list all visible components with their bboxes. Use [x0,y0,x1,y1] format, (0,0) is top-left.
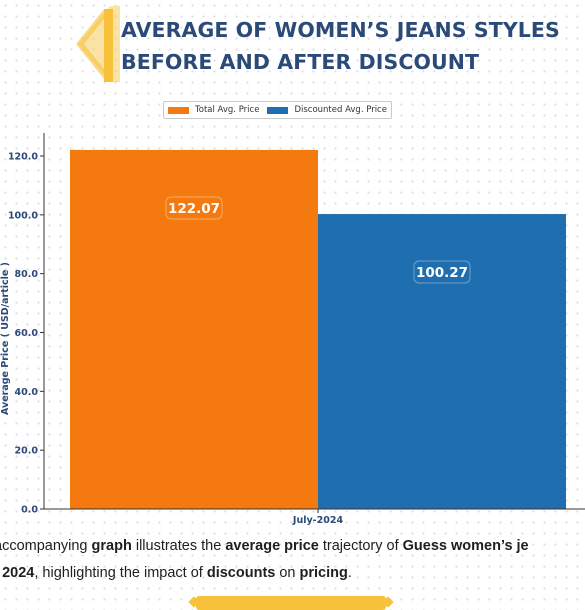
caption-line-2: y 2024, highlighting the impact of disco… [0,560,575,587]
caption-run: discounts [206,565,276,581]
y-tick-label: 40.0 [15,387,39,398]
caption-run: average price [225,538,319,554]
y-tick-label: 100.0 [8,210,38,221]
y-tick-label: 0.0 [21,505,38,516]
caption-run: Guess women’s je [402,538,529,554]
caption-run: y 2024 [0,565,35,581]
legend-swatch-total [168,106,189,114]
caption-run: graph [91,538,132,554]
caption-run: . [347,565,352,581]
data-label-badge [413,260,471,284]
chart-legend: Total Avg. Price Discounted Avg. Price [163,101,392,119]
caption-run: on [275,565,300,581]
caption-run: trajectory of [318,538,403,554]
legend-item-discounted: Discounted Avg. Price [267,105,387,115]
caption-run: , highlighting the impact of [34,565,207,581]
bar-chart: 0.0 20.0 40.0 60.0 80.0 100.0 120.0 July-2024 Av… [0,133,585,526]
caption-run: illustrates the [131,538,226,554]
title-line-2: BEFORE AND AFTER DISCOUNT [121,50,480,74]
x-tick-label: July-2024 [292,515,344,526]
data-label-discounted: 100.27 [416,265,468,281]
y-tick-label: 20.0 [15,446,39,457]
y-tick-label: 120.0 [8,152,38,163]
chevron-accent-icon [76,6,120,82]
legend-swatch-discounted [267,106,289,114]
page-title: AVERAGE OF WOMEN’S JEANS STYLES BEFORE A… [121,14,560,78]
y-axis-label: Average Price ( USD/article ) [0,262,11,415]
footer-accent-bar [196,596,386,610]
y-tick-label: 80.0 [15,269,39,280]
header: AVERAGE OF WOMEN’S JEANS STYLES BEFORE A… [0,0,585,95]
caption-line-1: accompanying graph illustrates the avera… [0,533,579,560]
legend-item-total: Total Avg. Price [168,105,259,115]
caption-run: pricing [299,565,348,581]
legend-label-discounted: Discounted Avg. Price [294,105,387,115]
legend-label-total: Total Avg. Price [195,105,260,115]
chart-caption: accompanying graph illustrates the avera… [0,533,585,587]
bar-discounted [318,214,566,509]
caption-run: accompanying [0,538,92,554]
title-line-1: AVERAGE OF WOMEN’S JEANS STYLES [121,18,560,42]
data-label-total: 122.07 [168,201,220,217]
y-tick-label: 60.0 [15,328,39,339]
data-label-badge [165,196,223,220]
